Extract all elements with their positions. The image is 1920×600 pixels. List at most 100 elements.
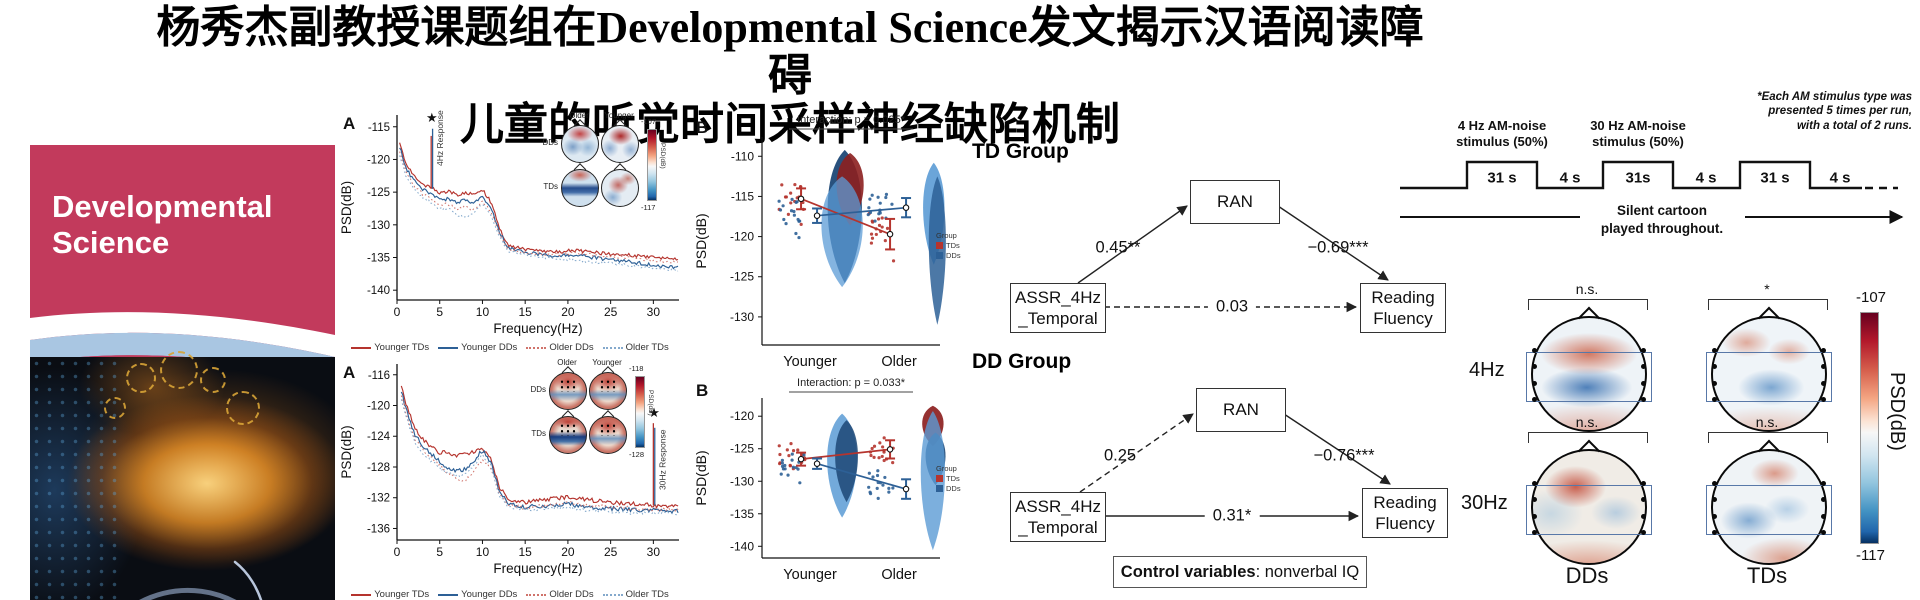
svg-text:-140: -140 — [730, 539, 754, 553]
colorbar-label: PSD(dB) — [1886, 372, 1908, 451]
svg-text:-110: -110 — [731, 149, 754, 163]
dds-swatch — [936, 252, 943, 260]
mini-scalp-map — [561, 169, 599, 207]
svg-text:PSD(dB): PSD(dB) — [693, 213, 709, 268]
segment-duration: 31 s — [1487, 169, 1517, 187]
col-label-dds: DDs — [1565, 563, 1609, 588]
legend-item: Younger TDs — [351, 589, 429, 600]
svg-text:-136: -136 — [367, 523, 390, 535]
svg-text:B: B — [696, 118, 708, 137]
svg-text:Frequency(Hz): Frequency(Hz) — [493, 561, 582, 576]
svg-text:Younger: Younger — [783, 354, 837, 370]
col-label-tds: TDs — [1746, 563, 1788, 588]
svg-text:-128: -128 — [367, 462, 390, 474]
timing-waveform — [1400, 160, 1904, 224]
psd-4hz-chart: -115 -120 -125 -130 -135 -140 0 5 10 15 20 25 30 Freq… — [339, 110, 679, 336]
segment-duration: 31s — [1625, 169, 1651, 187]
mini-scalp-map — [561, 125, 599, 163]
title-line1-pre: 杨秀杰副教授课题组在 — [156, 3, 597, 52]
svg-text:-125: -125 — [367, 187, 390, 199]
svg-text:Older: Older — [881, 567, 917, 583]
dd-assr-box: ASSR_4Hz _Temporal — [1010, 492, 1106, 542]
group-legend-dds: DDs — [936, 484, 961, 494]
comparison-bracket — [1528, 432, 1648, 443]
legend-item: Older DDs — [526, 589, 594, 600]
control-variables-bold: Control variables — [1120, 562, 1256, 581]
journal-cover: Developmental Science — [30, 145, 335, 600]
row-label-30hz: 30Hz — [1461, 492, 1508, 514]
significance-label: n.s. — [1575, 414, 1599, 430]
svg-text:Younger: Younger — [783, 567, 837, 583]
td-path-c: 0.03 — [1207, 297, 1257, 317]
electrode-dots-left — [1712, 481, 1717, 535]
svg-text:-132: -132 — [367, 493, 390, 505]
legend-item: Younger TDs — [351, 342, 429, 353]
svg-text:-130: -130 — [730, 310, 754, 324]
svg-text:-116: -116 — [368, 370, 390, 382]
svg-text:-140: -140 — [367, 285, 390, 297]
svg-text:Frequency(Hz): Frequency(Hz) — [493, 321, 582, 336]
inset-colorbar — [647, 129, 657, 201]
legend-item: Older DDs — [526, 342, 594, 353]
svg-text:A: A — [343, 363, 355, 382]
stim1-label: 4 Hz AM-noise stimulus (50%) — [1456, 118, 1548, 150]
td-path-a: 0.45** — [1095, 238, 1141, 257]
gear-icon — [104, 397, 126, 419]
group-legend-dds: DDs — [936, 251, 961, 261]
electrode-dots-right — [1821, 481, 1826, 535]
silent-cartoon-caption: Silent cartoon played throughout. — [1600, 203, 1724, 236]
panel-violin-30hz: Interaction: p = 0.033* B -120 -125 -130 -135… — [688, 372, 968, 600]
tds-swatch — [936, 475, 943, 483]
svg-text:PSD(dB): PSD(dB) — [339, 425, 354, 478]
scalp-map — [1706, 449, 1832, 565]
svg-text:-135: -135 — [730, 507, 754, 521]
comparison-bracket — [1708, 432, 1828, 443]
circuit-texture — [30, 357, 122, 600]
svg-text:-115: -115 — [368, 122, 390, 134]
significance-label: * — [1764, 281, 1770, 297]
electrode-dots-right — [1641, 481, 1646, 535]
legend-item: Older TDs — [602, 342, 669, 353]
roi-rect — [1526, 352, 1652, 402]
group-legend-tds: TDs — [936, 241, 961, 251]
svg-text:20: 20 — [561, 545, 575, 559]
electrode-dots-left — [1532, 348, 1537, 402]
psd-30hz-chart: -116 -120 -124 -128 -132 -136 0 5 10 15 20 25 30 Freq… — [339, 363, 679, 576]
colorbar-max: -107 — [1856, 289, 1887, 306]
svg-text:-124: -124 — [367, 431, 391, 443]
svg-text:30: 30 — [647, 545, 661, 559]
dd-path-a: 0.25 — [1103, 446, 1137, 465]
legend-item: Older TDs — [602, 589, 669, 600]
violin-30hz-chart: Interaction: p = 0.033* B -120 -125 -130 -135… — [693, 377, 946, 583]
group-legend-tds: TDs — [936, 474, 961, 484]
roi-rect — [1526, 485, 1652, 535]
svg-text:Older: Older — [881, 354, 917, 370]
svg-text:-130: -130 — [730, 474, 754, 488]
td-ran-box: RAN — [1190, 180, 1280, 224]
roi-rect — [1706, 485, 1832, 535]
svg-text:30Hz Response: 30Hz Response — [657, 429, 667, 490]
topomap-inset-4hz: Older Younger DDs TDs -107 -117 PSD(dB) — [542, 111, 666, 212]
comparison-bracket — [1708, 299, 1828, 310]
scalp-map — [1526, 316, 1652, 432]
segment-duration: 4 s — [1695, 169, 1717, 187]
gear-icon — [200, 367, 226, 393]
svg-text:★: ★ — [648, 405, 660, 420]
svg-text:20: 20 — [561, 305, 575, 319]
group-topomap-grid: n.s. * n.s. — [1455, 237, 1920, 600]
scalp-map — [1526, 449, 1652, 565]
significance-label: n.s. — [1755, 414, 1779, 430]
dd-path-b: −0.76*** — [1313, 446, 1375, 465]
svg-text:-130: -130 — [367, 220, 390, 232]
mini-scalp-map — [601, 125, 639, 163]
stim2-label: 30 Hz AM-noise stimulus (50%) — [1590, 118, 1686, 150]
svg-text:PSD(dB): PSD(dB) — [339, 181, 354, 234]
panel-psd-4hz: -115 -120 -125 -130 -135 -140 0 5 10 15 20 25 30 Freq… — [335, 103, 685, 353]
svg-text:-120: -120 — [367, 154, 390, 166]
legend-item: Younger DDs — [438, 342, 517, 353]
tds-swatch — [936, 242, 943, 250]
mini-scalp-map — [549, 416, 587, 454]
svg-text:0: 0 — [394, 545, 401, 559]
dd-path-c: 0.31* — [1204, 506, 1260, 526]
dd-ran-box: RAN — [1196, 388, 1286, 432]
